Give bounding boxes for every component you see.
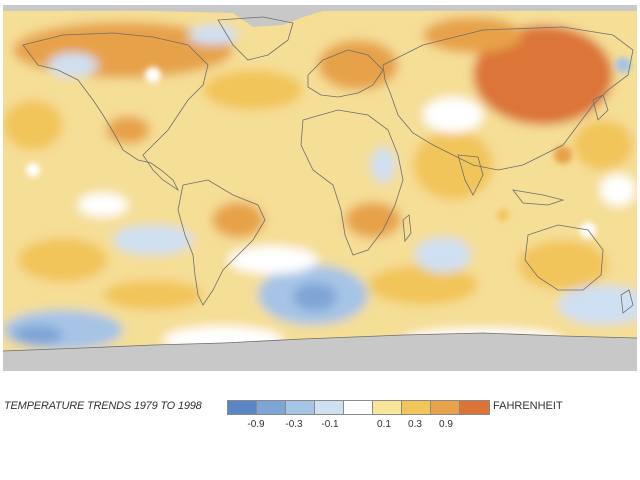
madagascar-outline xyxy=(402,214,412,243)
africa-outline xyxy=(300,109,404,256)
color-swatch xyxy=(431,401,460,414)
legend-tick-label: 0.1 xyxy=(377,419,391,430)
north-america-outline xyxy=(22,32,209,192)
color-swatch xyxy=(402,401,431,414)
india-outline xyxy=(457,154,484,196)
color-swatch xyxy=(286,401,315,414)
indonesia-outline xyxy=(512,189,565,206)
color-scale-bar xyxy=(227,400,490,415)
legend-tick-label: -0.1 xyxy=(321,419,339,430)
legend-tick-label: 0.9 xyxy=(439,419,453,430)
asia-outline xyxy=(382,26,634,171)
color-swatch xyxy=(228,401,257,414)
legend-tick-label: -0.3 xyxy=(285,419,303,430)
color-swatch xyxy=(460,401,489,414)
trend-field xyxy=(3,5,637,371)
temperature-trend-map xyxy=(3,5,637,371)
antarctica-outline xyxy=(3,332,637,352)
color-swatch xyxy=(315,401,344,414)
legend-caption: TEMPERATURE TRENDS 1979 TO 1998 xyxy=(4,400,202,412)
color-swatch xyxy=(373,401,402,414)
south-america-outline xyxy=(177,179,266,306)
map-svg xyxy=(3,5,637,371)
australia-outline xyxy=(524,224,604,291)
coastlines xyxy=(3,16,637,352)
color-swatch xyxy=(344,401,373,414)
europe-outline xyxy=(307,49,384,98)
legend-tick-label: 0.3 xyxy=(408,419,422,430)
color-swatch xyxy=(257,401,286,414)
no-data-regions xyxy=(3,5,637,371)
legend-tick-label: -0.9 xyxy=(247,419,265,430)
greenland-outline xyxy=(217,16,294,61)
japan-outline xyxy=(592,94,609,121)
new-zealand-outline xyxy=(620,289,634,314)
legend-unit-label: FAHRENHEIT xyxy=(493,400,563,412)
